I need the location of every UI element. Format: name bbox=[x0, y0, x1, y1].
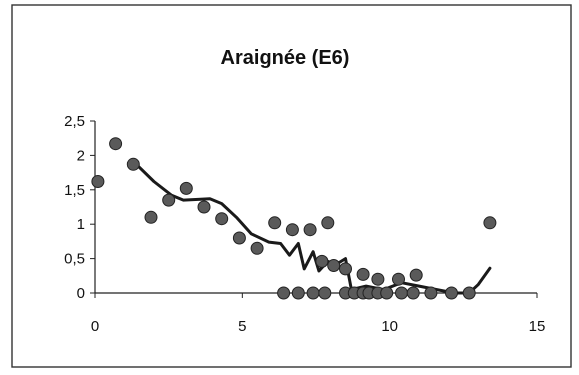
chart-frame bbox=[11, 4, 572, 368]
data-point bbox=[392, 272, 405, 286]
axes: 0 0,5 1 1,5 2 2,5 0 5 10 15 bbox=[64, 113, 545, 335]
y-tick-label: 1 bbox=[77, 216, 85, 233]
data-point bbox=[483, 216, 497, 230]
data-point bbox=[445, 286, 458, 300]
data-point bbox=[109, 137, 123, 151]
data-point bbox=[462, 286, 476, 300]
trend-line bbox=[134, 162, 492, 295]
y-tick-label: 2,5 bbox=[64, 113, 85, 130]
data-point bbox=[356, 267, 370, 281]
y-tick-label: 0,5 bbox=[64, 251, 85, 268]
y-tick-label: 1,5 bbox=[64, 182, 85, 199]
y-tick-label: 2 bbox=[77, 147, 85, 164]
data-point bbox=[380, 286, 394, 300]
data-point bbox=[250, 241, 264, 255]
data-point bbox=[291, 286, 305, 300]
data-point bbox=[424, 286, 438, 300]
y-tick-label: 0 bbox=[77, 285, 85, 302]
data-point bbox=[339, 262, 352, 276]
data-point bbox=[197, 200, 211, 214]
data-point bbox=[126, 157, 140, 171]
data-point bbox=[321, 216, 335, 230]
data-point bbox=[306, 286, 320, 300]
data-point bbox=[91, 175, 105, 188]
data-point bbox=[162, 193, 176, 207]
data-point bbox=[318, 286, 332, 300]
data-point bbox=[144, 210, 158, 224]
x-tick-label: 0 bbox=[91, 318, 99, 335]
data-point bbox=[179, 181, 193, 195]
x-tick-label: 10 bbox=[381, 318, 398, 335]
data-marks bbox=[91, 137, 497, 300]
x-tick-label: 15 bbox=[529, 318, 546, 335]
data-point bbox=[395, 286, 408, 300]
data-point bbox=[406, 286, 420, 300]
data-point bbox=[409, 268, 423, 282]
data-point bbox=[232, 231, 246, 245]
x-tick-label: 5 bbox=[238, 318, 246, 335]
data-point bbox=[277, 286, 291, 300]
data-point bbox=[303, 223, 317, 237]
data-point bbox=[371, 272, 385, 286]
data-point bbox=[268, 216, 282, 230]
data-point bbox=[315, 254, 329, 268]
data-point bbox=[327, 259, 341, 272]
data-point bbox=[215, 212, 229, 226]
chart-title: Araignée (E6) bbox=[221, 47, 350, 69]
data-point bbox=[285, 223, 299, 237]
